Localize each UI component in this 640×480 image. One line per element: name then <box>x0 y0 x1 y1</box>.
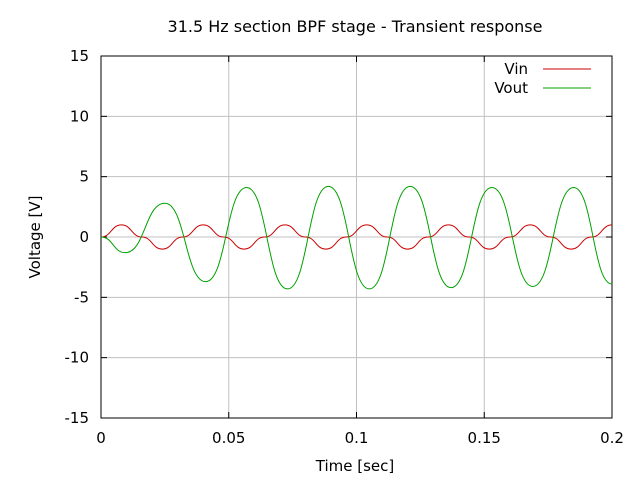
legend-label-vin: Vin <box>504 60 528 78</box>
axis-ticks: 0 0.05 0.1 0.15 0.2 -15 -10 -5 0 5 10 15 <box>65 47 624 447</box>
chart-title: 31.5 Hz section BPF stage - Transient re… <box>168 17 543 36</box>
series-layer <box>100 185 613 290</box>
grid <box>101 56 612 418</box>
y-tick-label: -15 <box>65 409 90 427</box>
x-tick-label: 0.15 <box>468 429 501 447</box>
y-tick-label: 15 <box>70 47 89 65</box>
y-axis-label: Voltage [V] <box>26 196 44 279</box>
y-tick-label: -10 <box>65 349 90 367</box>
series-line-vout <box>100 185 613 290</box>
x-axis-label: Time [sec] <box>315 457 394 475</box>
x-tick-label: 0.05 <box>212 429 245 447</box>
series-line-vin <box>100 224 613 250</box>
y-tick-label: 10 <box>70 107 89 125</box>
x-tick-label: 0.2 <box>600 429 624 447</box>
x-tick-label: 0 <box>96 429 106 447</box>
y-tick-label: 0 <box>79 228 89 246</box>
legend-label-vout: Vout <box>494 79 528 97</box>
x-tick-label: 0.1 <box>345 429 369 447</box>
y-tick-label: -5 <box>74 288 89 306</box>
y-tick-label: 5 <box>79 168 89 186</box>
